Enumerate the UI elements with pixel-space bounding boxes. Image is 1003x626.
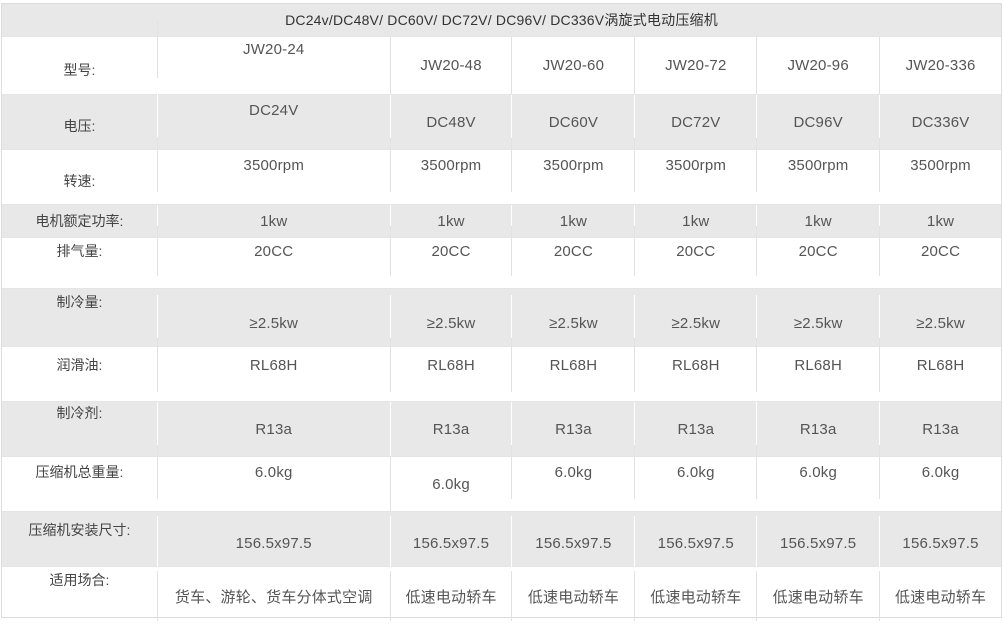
- table-row-total-weight: 压缩机总重量: 6.0kg 6.0kg 6.0kg 6.0kg 6.0kg 6.…: [2, 445, 1001, 511]
- table-cell: 20CC: [156, 226, 390, 276]
- table-cell: 20CC: [756, 226, 879, 276]
- table-cell: 低速电动轿车: [511, 571, 634, 621]
- row-label: 电压:: [63, 118, 96, 134]
- table-cell: RL68H: [156, 338, 390, 392]
- table-cell: R13a: [156, 402, 390, 456]
- table-title: DC24v/DC48V/ DC60V/ DC72V/ DC96V/ DC336V…: [285, 12, 718, 28]
- table-cell: R13a: [511, 402, 634, 456]
- table-cell: 156.5x97.5: [156, 516, 390, 570]
- table-cell: DC48V: [389, 95, 512, 149]
- table-cell: 1kw: [511, 205, 634, 237]
- table-row-rated-power: 电机额定功率: 1kw 1kw 1kw 1kw 1kw 1kw: [2, 204, 1001, 237]
- table-cell: ≥2.5kw: [634, 295, 756, 352]
- table-cell: 3500rpm: [389, 138, 512, 192]
- compressor-spec-table: DC24v/DC48V/ DC60V/ DC72V/ DC96V/ DC336V…: [1, 3, 1002, 621]
- table-cell: JW20-72: [634, 37, 756, 94]
- row-label: 压缩机总重量:: [35, 464, 124, 480]
- table-cell: 6.0kg: [511, 445, 634, 499]
- row-label: 制冷剂:: [56, 405, 103, 421]
- table-row-refrigerant: 制冷剂: R13a R13a R13a R13a R13a R13a: [2, 401, 1001, 456]
- table-cell: DC72V: [634, 95, 756, 149]
- table-cell: 156.5x97.5: [511, 516, 634, 570]
- table-row-displacement: 排气量: 20CC 20CC 20CC 20CC 20CC 20CC: [2, 226, 1001, 288]
- table-cell: 1kw: [756, 205, 879, 237]
- table-cell: 3500rpm: [879, 138, 1001, 192]
- table-cell: 20CC: [879, 226, 1001, 276]
- table-cell: 156.5x97.5: [634, 516, 756, 570]
- table-cell: 3500rpm: [634, 138, 756, 192]
- table-cell: JW20-48: [389, 37, 512, 94]
- table-cell: 低速电动轿车: [634, 571, 756, 621]
- table-cell: R13a: [756, 402, 879, 456]
- table-cell: RL68H: [756, 338, 879, 392]
- table-cell: JW20-24: [156, 21, 390, 78]
- table-cell: R13a: [634, 402, 756, 456]
- table-cell: 156.5x97.5: [756, 516, 879, 570]
- table-cell: 20CC: [389, 226, 512, 276]
- table-cell: 1kw: [879, 205, 1001, 237]
- table-cell: RL68H: [879, 338, 1001, 392]
- table-cell: DC96V: [756, 95, 879, 149]
- table-cell: 1kw: [389, 205, 512, 237]
- table-cell: JW20-336: [879, 37, 1001, 94]
- table-cell: 3500rpm: [511, 138, 634, 192]
- table-cell: 20CC: [511, 226, 634, 276]
- table-cell: 20CC: [634, 226, 756, 276]
- table-row-mounting-size: 压缩机安装尺寸: 156.5x97.5 156.5x97.5 156.5x97.…: [2, 511, 1001, 570]
- table-cell: 货车、游轮、货车分体式空调: [156, 571, 390, 621]
- row-label: 润滑油:: [56, 357, 103, 373]
- table-cell: DC24V: [156, 83, 390, 137]
- row-label: 转速:: [63, 173, 96, 189]
- table-cell: DC60V: [511, 95, 634, 149]
- row-label: 型号:: [63, 61, 96, 78]
- table-cell: 1kw: [634, 205, 756, 237]
- table-row-voltage: 电压: DC24V DC48V DC60V DC72V DC96V DC336V: [2, 83, 1001, 149]
- table-cell: ≥2.5kw: [756, 295, 879, 352]
- table-row-cooling-capacity: 制冷量: ≥2.5kw ≥2.5kw ≥2.5kw ≥2.5kw ≥2.5kw …: [2, 288, 1001, 352]
- table-row-lubricant: 润滑油: RL68H RL68H RL68H RL68H RL68H RL68H: [2, 338, 1001, 401]
- table-cell: 6.0kg: [879, 445, 1001, 499]
- row-label: 排气量:: [56, 243, 103, 259]
- table-cell: 6.0kg: [634, 445, 756, 499]
- table-cell: 低速电动轿车: [879, 571, 1001, 621]
- table-cell: RL68H: [511, 338, 634, 392]
- table-title-row: DC24v/DC48V/ DC60V/ DC72V/ DC96V/ DC336V…: [2, 4, 1001, 36]
- table-row-application: 适用场合: 货车、游轮、货车分体式空调 低速电动轿车 低速电动轿车 低速电动轿车…: [2, 566, 1001, 621]
- table-cell: R13a: [879, 402, 1001, 456]
- row-label: 压缩机安装尺寸:: [28, 522, 131, 538]
- table-cell: 3500rpm: [756, 138, 879, 192]
- table-cell: 3500rpm: [156, 138, 390, 192]
- table-cell: 低速电动轿车: [756, 571, 879, 621]
- table-cell: DC336V: [879, 95, 1001, 149]
- table-cell: 6.0kg: [389, 457, 512, 511]
- table-cell: 6.0kg: [156, 445, 390, 499]
- table-cell: JW20-60: [511, 37, 634, 94]
- table-cell: RL68H: [634, 338, 756, 392]
- table-cell: ≥2.5kw: [511, 295, 634, 352]
- table-cell: ≥2.5kw: [389, 295, 512, 352]
- row-label: 电机额定功率:: [35, 213, 124, 229]
- table-cell: ≥2.5kw: [156, 295, 390, 352]
- table-cell: ≥2.5kw: [879, 295, 1001, 352]
- table-cell: 156.5x97.5: [389, 516, 512, 570]
- row-label: 制冷量:: [56, 293, 103, 310]
- row-label: 适用场合:: [49, 572, 110, 588]
- table-cell: 156.5x97.5: [879, 516, 1001, 570]
- table-row-speed: 转速: 3500rpm 3500rpm 3500rpm 3500rpm 3500…: [2, 138, 1001, 204]
- table-cell: R13a: [389, 402, 512, 456]
- table-cell: RL68H: [389, 338, 512, 392]
- table-row-model: 型号: JW20-24 JW20-48 JW20-60 JW20-72 JW20…: [2, 21, 1001, 94]
- table-cell: JW20-96: [756, 37, 879, 94]
- table-cell: 6.0kg: [756, 445, 879, 499]
- table-cell: 低速电动轿车: [389, 571, 512, 621]
- table-cell: 1kw: [156, 205, 390, 237]
